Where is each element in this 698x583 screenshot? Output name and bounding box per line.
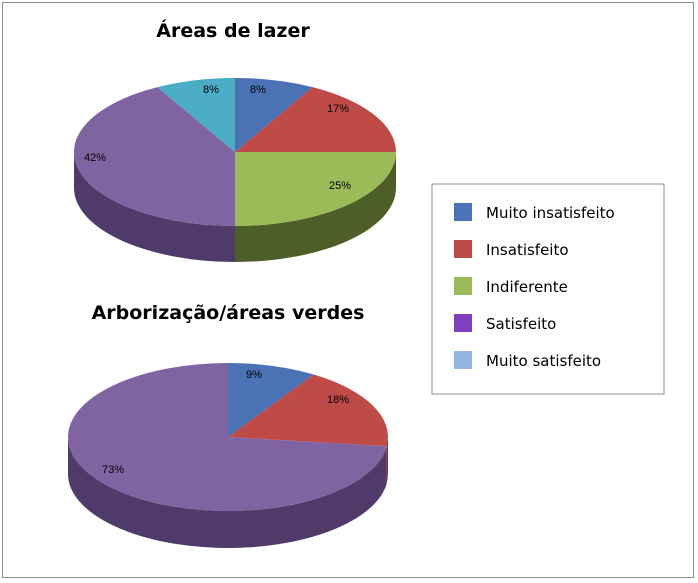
legend-label-muito-satisfeito: Muito satisfeito <box>486 352 601 370</box>
legend-label-insatisfeito: Insatisfeito <box>486 241 569 259</box>
pie-label-muito-satisfeito: 8% <box>203 84 219 96</box>
pie-side-satisfeito <box>74 152 235 262</box>
legend-swatch-insatisfeito <box>454 240 472 258</box>
chart-title-areas-de-lazer: Áreas de lazer <box>156 19 310 42</box>
legend: Muito insatisfeito Insatisfeito Indiferent… <box>431 183 665 395</box>
pie-label-indiferente: 25% <box>329 180 351 192</box>
chart-title-arborizacao: Arborização/áreas verdes <box>92 302 365 324</box>
pie-slice-muito-insatisfeito <box>228 363 314 437</box>
legend-label-indiferente: Indiferente <box>486 278 568 296</box>
pie-label-insatisfeito: 17% <box>327 103 349 115</box>
pie-slice-insatisfeito <box>228 374 389 447</box>
pie-chart-areas-de-lazer: 8% 17% 25% 42% 8% <box>73 78 396 262</box>
pie-label-insatisfeito: 18% <box>327 394 349 406</box>
pie-side-insatisfeito <box>386 437 388 484</box>
legend-swatch-indiferente <box>454 277 472 295</box>
pie-slice-muito-insatisfeito <box>235 78 313 152</box>
pie-label-satisfeito: 42% <box>84 152 106 164</box>
legend-label-muito-insatisfeito: Muito insatisfeito <box>486 204 615 222</box>
pie-slice-satisfeito <box>68 363 387 511</box>
pie-side-indiferente <box>235 152 396 262</box>
legend-swatch-muito-insatisfeito <box>454 203 472 221</box>
pie-side-satisfeito <box>68 437 387 549</box>
pie-label-muito-insatisfeito: 8% <box>250 84 266 96</box>
pie-chart-arborizacao: 9% 18% 73% <box>68 363 389 549</box>
pie-slice-muito-satisfeito <box>157 78 235 152</box>
legend-swatch-satisfeito <box>454 314 472 332</box>
pie-slice-insatisfeito <box>235 87 396 152</box>
legend-label-satisfeito: Satisfeito <box>486 315 556 333</box>
pie-slice-indiferente <box>235 152 396 226</box>
pie-label-muito-insatisfeito: 9% <box>246 369 262 381</box>
pie-label-satisfeito: 73% <box>102 464 124 476</box>
pie-slice-satisfeito <box>73 87 235 226</box>
legend-swatch-muito-satisfeito <box>454 351 472 369</box>
